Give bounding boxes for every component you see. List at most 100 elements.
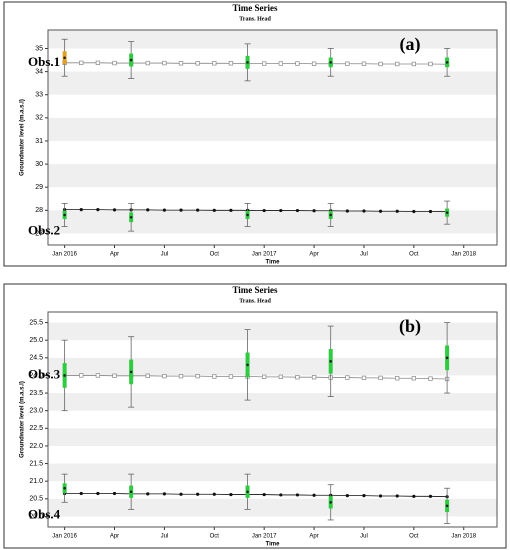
sim-point xyxy=(378,375,383,381)
y-tick-label: 22.5 xyxy=(29,425,43,432)
sim-point xyxy=(295,61,300,66)
y-tick-label: 33 xyxy=(35,92,43,99)
simulated-line xyxy=(64,493,448,498)
sim-point xyxy=(162,208,167,212)
simulated-line xyxy=(64,62,448,65)
obs-point xyxy=(129,490,133,494)
sim-point xyxy=(112,60,117,66)
x-tick-label: Oct xyxy=(409,252,419,258)
sim-point xyxy=(278,61,283,66)
sim-point xyxy=(229,208,233,212)
sim-point xyxy=(378,494,383,498)
panel-label: (a) xyxy=(400,34,421,55)
plot-frame xyxy=(47,29,498,246)
obs-point xyxy=(63,213,66,217)
y-tick-label: 32 xyxy=(35,115,43,122)
sim-point xyxy=(428,376,433,381)
sim-point xyxy=(212,61,217,66)
chart-title: Time Series xyxy=(232,285,278,295)
sim-point xyxy=(362,209,366,213)
sim-point xyxy=(112,491,117,496)
sim-point xyxy=(411,376,417,381)
sim-point xyxy=(378,61,383,67)
y-tick-label: 31 xyxy=(35,138,43,145)
sim-point xyxy=(295,493,300,497)
sim-point xyxy=(145,60,150,66)
chart-subtitle: Trans. Head xyxy=(239,298,271,304)
x-tick-label: Jan 2017 xyxy=(252,534,277,540)
sim-point xyxy=(395,61,400,67)
x-tick-label: Oct xyxy=(409,534,419,540)
obs-point xyxy=(246,363,249,367)
grid-band xyxy=(48,322,497,341)
sim-point xyxy=(345,61,350,66)
y-axis-label: Groundwater level (m.a.s.l) xyxy=(20,381,26,458)
sim-point xyxy=(195,373,200,379)
obs-point xyxy=(63,486,66,490)
y-tick-label: 27 xyxy=(35,230,43,237)
sim-point xyxy=(262,492,266,497)
y-tick-label: 34 xyxy=(35,68,43,75)
y-tick-label: 29 xyxy=(35,184,43,191)
sim-point xyxy=(411,61,417,67)
obs-point xyxy=(329,213,333,217)
sim-point xyxy=(79,491,83,496)
y-tick-label: 28 xyxy=(35,207,43,214)
sim-point xyxy=(179,208,183,212)
obs-point xyxy=(329,501,333,504)
x-tick-label: Oct xyxy=(210,534,220,540)
sim-point xyxy=(428,61,433,67)
sim-point xyxy=(279,493,283,497)
sim-point xyxy=(146,492,150,496)
x-tick-label: Jan 2016 xyxy=(52,252,77,258)
y-tick-label: 24.0 xyxy=(29,372,43,379)
sim-point xyxy=(361,61,367,66)
y-tick-label: 22.0 xyxy=(29,443,43,450)
sim-point xyxy=(162,373,167,379)
sim-point xyxy=(345,209,349,213)
sim-point xyxy=(112,208,117,212)
sim-point xyxy=(295,208,300,213)
y-tick-label: 21.0 xyxy=(29,478,43,485)
sim-point xyxy=(345,494,349,498)
x-tick-label: Jul xyxy=(360,252,368,258)
sim-point xyxy=(295,375,300,380)
series-label: Obs.4 xyxy=(28,507,61,522)
sim-point xyxy=(262,374,267,380)
obs-point xyxy=(445,61,449,64)
x-tick-label: Jul xyxy=(161,534,169,540)
sim-point xyxy=(345,375,350,380)
sim-point xyxy=(395,376,400,381)
sim-point xyxy=(312,209,316,213)
x-tick-label: Oct xyxy=(210,252,220,258)
sim-point xyxy=(179,492,183,496)
chart-title: Time Series xyxy=(232,3,278,13)
y-tick-label: 24.5 xyxy=(29,355,43,362)
obs-point xyxy=(129,370,133,374)
sim-point xyxy=(228,374,234,379)
sim-point xyxy=(262,208,266,213)
y-tick-label: 23.0 xyxy=(29,408,43,415)
sim-point xyxy=(112,373,117,378)
sim-point xyxy=(79,373,84,378)
grid-band xyxy=(48,393,497,411)
sim-point xyxy=(96,491,100,496)
sim-point xyxy=(428,209,433,214)
grid-band xyxy=(48,210,497,234)
y-tick-label: 25.5 xyxy=(29,319,43,326)
sim-point xyxy=(79,208,83,212)
x-tick-label: Jul xyxy=(360,534,368,540)
grid-band xyxy=(48,71,497,95)
series-label: Obs.3 xyxy=(28,366,61,381)
obs-point xyxy=(63,56,66,60)
obs-point xyxy=(246,490,249,494)
obs-point xyxy=(129,215,133,219)
sim-point xyxy=(162,60,167,66)
sim-point xyxy=(212,492,216,496)
obs-point xyxy=(246,61,249,64)
sim-point xyxy=(361,375,367,381)
grid-band xyxy=(48,463,497,482)
grid-band xyxy=(48,30,497,49)
sim-point xyxy=(79,60,84,65)
